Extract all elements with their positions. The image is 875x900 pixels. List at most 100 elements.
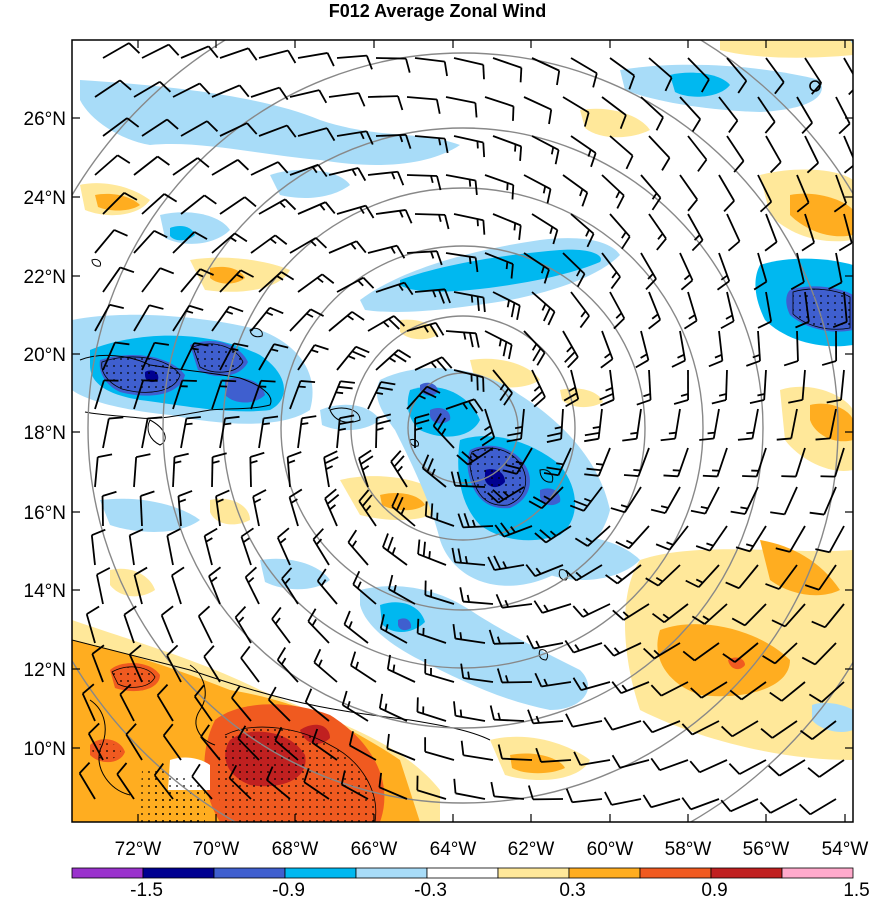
wind-barb	[347, 529, 369, 566]
wind-barb	[313, 648, 338, 683]
colorbar-swatch	[710, 867, 783, 879]
wind-barb	[796, 174, 810, 213]
wind-barb	[231, 685, 252, 722]
wind-barb	[94, 79, 132, 98]
colorbar-swatch	[71, 867, 144, 879]
wind-barb	[406, 96, 441, 114]
wind-barb	[609, 57, 636, 90]
wind-barb	[526, 635, 564, 650]
wind-barb	[211, 84, 250, 98]
wind-barb	[406, 250, 443, 266]
wind-barb	[833, 174, 848, 213]
wind-barb	[406, 385, 441, 410]
wind-barb	[249, 451, 265, 488]
wind-barb	[729, 681, 767, 701]
wind-barb	[765, 135, 782, 174]
wind-barb	[601, 252, 621, 290]
wind-barb	[563, 369, 580, 408]
wind-barb	[211, 379, 237, 410]
wind-barb	[565, 713, 603, 728]
wind-barb	[336, 414, 355, 449]
wind-barb	[815, 408, 837, 441]
wind-barb	[601, 96, 627, 130]
wind-barb	[771, 603, 806, 628]
map-title: F012 Average Zonal Wind	[328, 1, 547, 21]
wind-barb	[749, 369, 767, 404]
wind-barb	[570, 135, 597, 168]
wind-barb	[128, 528, 144, 566]
wind-barb	[180, 120, 219, 137]
wind-barb	[303, 768, 330, 800]
wind-barb	[358, 449, 374, 488]
wind-barb	[297, 201, 336, 215]
wind-barb	[681, 797, 720, 811]
wind-barb	[90, 528, 106, 566]
wind-barb	[281, 567, 299, 605]
wind-barb	[799, 720, 837, 740]
wind-barb	[599, 369, 615, 407]
wind-barb	[128, 644, 143, 683]
wind-barb	[574, 525, 611, 547]
wind-barb	[711, 369, 728, 405]
wind-barb	[316, 568, 338, 605]
wind-barb	[424, 501, 455, 527]
wind-barb	[600, 330, 614, 369]
wind-barb	[796, 96, 813, 135]
wind-barb	[133, 80, 172, 98]
wind-barb	[660, 408, 681, 442]
wind-barb	[258, 124, 297, 138]
wind-barb	[133, 379, 158, 410]
wind-barb	[687, 57, 710, 93]
wind-barb	[484, 174, 515, 200]
wind-barb	[765, 564, 798, 590]
wind-barb	[460, 740, 494, 761]
lat-label: 12°N	[24, 660, 66, 681]
wind-barb	[811, 603, 845, 629]
wind-barb	[484, 96, 515, 121]
wind-barb	[687, 213, 704, 252]
wind-barb	[375, 413, 392, 449]
wind-barb	[496, 668, 533, 684]
wind-barb	[276, 527, 291, 566]
wind-barb	[191, 763, 213, 800]
wind-barb	[424, 658, 455, 683]
lon-label: 70°W	[193, 839, 240, 860]
wind-barb	[492, 291, 521, 320]
wind-barb	[375, 57, 411, 73]
wind-barb	[456, 447, 494, 466]
wind-barb	[180, 416, 201, 449]
wind-barb	[584, 447, 611, 477]
wind-barbs	[78, 42, 853, 816]
wind-barb	[484, 330, 513, 360]
wind-barb	[328, 380, 355, 410]
wind-barb	[572, 603, 611, 618]
wind-barb	[445, 398, 484, 414]
wind-barb	[604, 791, 642, 806]
wind-barb	[804, 135, 820, 174]
wind-barb	[208, 566, 222, 605]
wind-barb	[211, 452, 227, 488]
wind-barb	[265, 766, 291, 800]
wind-barb	[623, 447, 650, 478]
wind-barb	[414, 213, 450, 230]
wind-barb	[453, 135, 486, 158]
lon-label: 66°W	[351, 839, 398, 860]
wind-barb	[570, 291, 590, 329]
wind-barb	[258, 198, 297, 215]
wind-barb	[609, 213, 631, 250]
wind-barb	[172, 379, 197, 410]
wind-barb	[200, 724, 221, 761]
wind-barb	[414, 288, 451, 304]
wind-barb	[78, 762, 96, 800]
wind-barb	[162, 723, 182, 761]
wind-barb	[250, 86, 289, 101]
lon-label: 58°W	[665, 839, 712, 860]
colorbar-swatch	[213, 867, 286, 879]
wind-barb	[141, 267, 175, 293]
wind-barb	[760, 720, 798, 739]
colorbar-label: -0.9	[272, 880, 305, 900]
wind-barb	[375, 133, 412, 149]
significance-stippling	[92, 289, 850, 822]
wind-barb	[759, 798, 798, 814]
wind-barb	[211, 232, 248, 254]
